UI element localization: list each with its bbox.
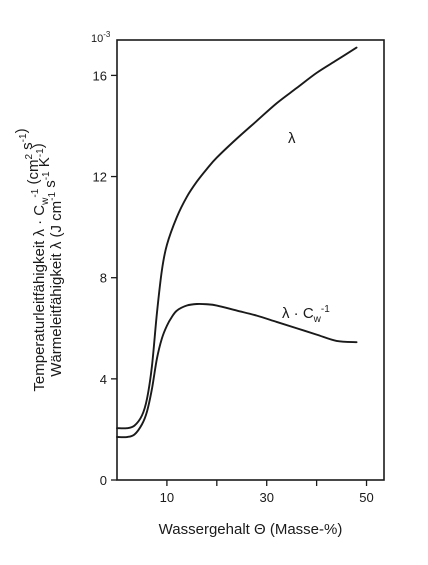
plot-border	[116, 39, 385, 481]
y-tick-label: 4	[100, 372, 107, 387]
y-tick-label: 12	[93, 170, 107, 185]
y-tick-label: 8	[100, 271, 107, 286]
x-axis-ticks: 10 30 50	[160, 480, 374, 505]
y-tick-label: 0	[100, 473, 107, 488]
x-tick-label: 10	[160, 490, 174, 505]
y-axis-label-temperaturleitfaehigkeit: Temperaturleitfähigkeit λ · Cw-1 (cm2 s-…	[13, 128, 51, 391]
y-tick-label: 16	[93, 68, 107, 83]
series-line-lambda	[116, 46, 358, 430]
series-layer	[116, 46, 358, 439]
x-tick-label: 30	[259, 490, 273, 505]
series-line-lambda-cw	[116, 302, 358, 439]
x-axis-label: Wassergehalt Θ (Masse-%)	[159, 521, 343, 538]
y-axis-ticks: 0 4 8 12 16	[93, 68, 117, 488]
series-label-lambda: λ	[288, 130, 296, 147]
x-tick-label: 50	[359, 490, 373, 505]
series-label-lambda-cw: λ · Cw-1	[282, 304, 330, 325]
plot-frame	[116, 39, 385, 481]
y-axis-label-waermeleitfaehigkeit: Wärmeleitfähigkeit λ (J cm-1 s-1 K-1)	[30, 143, 65, 376]
y-scale-label: 10-3	[91, 30, 111, 45]
